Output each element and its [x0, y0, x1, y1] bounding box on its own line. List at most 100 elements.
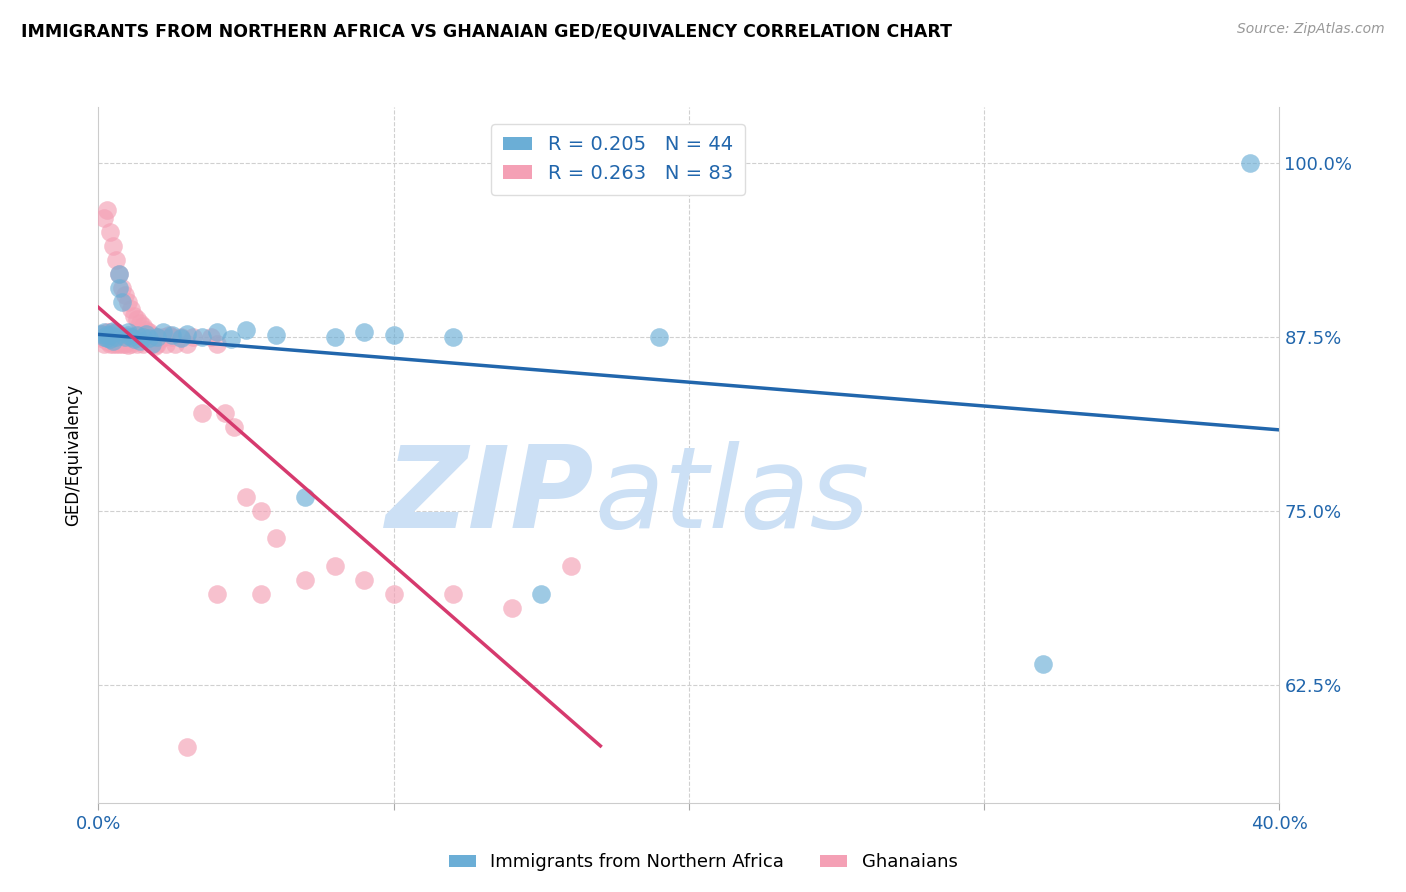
Point	[141, 336, 163, 351]
Point	[98, 333, 121, 347]
Point	[250, 503, 273, 517]
Y-axis label: GED/Equivalency: GED/Equivalency	[65, 384, 83, 526]
Point	[1239, 155, 1261, 169]
Point	[105, 329, 128, 343]
Point	[323, 559, 346, 574]
Point	[96, 328, 118, 343]
Point	[114, 336, 136, 351]
Point	[120, 336, 142, 351]
Point	[98, 336, 121, 351]
Point	[120, 329, 142, 343]
Point	[111, 336, 134, 351]
Point	[128, 316, 150, 330]
Point	[560, 559, 582, 574]
Point	[138, 331, 160, 345]
Point	[219, 333, 242, 347]
Point	[93, 329, 115, 343]
Point	[108, 328, 131, 343]
Point	[108, 329, 131, 343]
Point	[125, 311, 148, 326]
Point	[143, 329, 166, 343]
Text: ZIP: ZIP	[387, 442, 595, 552]
Point	[98, 225, 121, 239]
Point	[105, 253, 128, 268]
Point	[117, 335, 139, 350]
Point	[117, 328, 139, 343]
Point	[191, 329, 214, 343]
Point	[96, 326, 118, 340]
Point	[103, 334, 125, 348]
Point	[441, 587, 464, 601]
Point	[96, 331, 118, 345]
Point	[132, 336, 155, 351]
Point	[162, 329, 183, 343]
Point	[108, 267, 131, 281]
Point	[105, 336, 128, 351]
Text: atlas: atlas	[595, 442, 869, 552]
Point	[146, 336, 169, 351]
Point	[120, 301, 142, 316]
Point	[125, 328, 148, 343]
Point	[176, 336, 198, 351]
Point	[165, 336, 187, 351]
Point	[105, 326, 128, 340]
Point	[205, 587, 228, 601]
Point	[149, 333, 172, 347]
Point	[250, 587, 273, 601]
Point	[648, 329, 671, 343]
Point	[501, 601, 523, 615]
Point	[103, 326, 125, 341]
Point	[191, 406, 214, 420]
Point	[162, 328, 183, 343]
Point	[90, 326, 112, 341]
Point	[117, 326, 139, 340]
Point	[235, 490, 257, 504]
Point	[114, 329, 136, 343]
Point	[152, 329, 174, 343]
Point	[181, 329, 204, 343]
Point	[96, 334, 118, 348]
Point	[132, 318, 155, 333]
Text: Source: ZipAtlas.com: Source: ZipAtlas.com	[1237, 22, 1385, 37]
Point	[108, 267, 131, 281]
Point	[141, 336, 163, 351]
Point	[132, 329, 155, 343]
Point	[98, 326, 121, 340]
Point	[530, 587, 553, 601]
Point	[382, 328, 405, 343]
Point	[294, 573, 316, 587]
Point	[200, 329, 222, 343]
Point	[125, 336, 148, 351]
Point	[93, 326, 115, 340]
Point	[111, 281, 134, 295]
Point	[141, 328, 163, 343]
Point	[170, 329, 193, 343]
Point	[111, 329, 134, 343]
Point	[176, 326, 198, 341]
Point	[353, 573, 375, 587]
Point	[108, 336, 131, 351]
Point	[103, 336, 125, 351]
Point	[264, 328, 287, 343]
Point	[105, 329, 128, 343]
Point	[93, 211, 115, 226]
Point	[117, 294, 139, 309]
Point	[143, 339, 166, 353]
Point	[135, 326, 157, 341]
Text: IMMIGRANTS FROM NORTHERN AFRICA VS GHANAIAN GED/EQUIVALENCY CORRELATION CHART: IMMIGRANTS FROM NORTHERN AFRICA VS GHANA…	[21, 22, 952, 40]
Point	[96, 202, 118, 217]
Point	[125, 329, 148, 343]
Point	[103, 324, 125, 338]
Point	[111, 294, 134, 309]
Point	[170, 331, 193, 345]
Point	[146, 329, 169, 343]
Legend: Immigrants from Northern Africa, Ghanaians: Immigrants from Northern Africa, Ghanaia…	[441, 847, 965, 879]
Point	[122, 329, 145, 343]
Point	[235, 323, 257, 337]
Point	[128, 329, 150, 343]
Point	[114, 288, 136, 302]
Point	[120, 329, 142, 343]
Point	[132, 329, 155, 343]
Point	[157, 328, 180, 343]
Point	[353, 326, 375, 340]
